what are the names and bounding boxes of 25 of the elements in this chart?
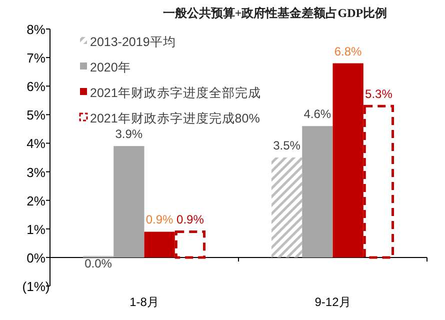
y-tick-label: 7% [26,50,46,66]
data-label: 0.0% [84,256,112,270]
data-label: 0.9% [176,212,204,227]
y-tick-label: 4% [26,136,46,152]
y-tick-label: 1% [26,222,46,237]
data-label: 3.5% [273,138,301,152]
y-tick-label: 8% [26,22,46,37]
bar [302,126,333,258]
x-tick-label: 1-8月 [130,295,159,309]
data-label: 0.9% [146,212,174,227]
y-tick-label: 0% [26,250,46,266]
y-tick-label: (1%) [22,279,50,294]
data-label: 3.9% [115,127,143,142]
y-tick-label: 2% [26,193,46,208]
y-tick-label: 6% [26,79,46,94]
y-tick-label: 5% [26,108,46,123]
data-label: 4.6% [304,107,332,122]
bar [271,158,302,258]
chart-title: 一般公共预算+政府性基金差额占GDP比例 [162,6,388,20]
y-tick-label: 3% [26,164,46,180]
data-label: 6.8% [334,44,362,58]
bar [114,146,144,258]
data-label: 5.3% [365,87,393,102]
legend-label: 2020年 [90,60,131,74]
x-tick-label: 9-12月 [314,295,351,309]
